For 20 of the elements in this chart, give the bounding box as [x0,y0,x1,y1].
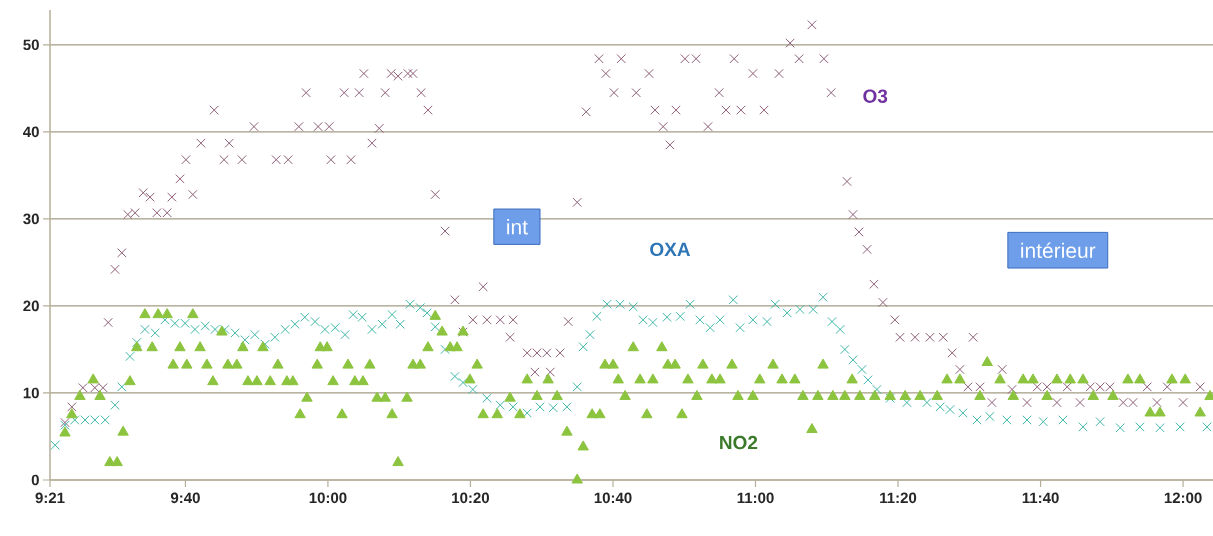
x-tick-label: 10:00 [309,492,347,504]
y-tick-label: 10 [23,387,39,399]
y-tick-label: 40 [23,126,39,138]
y-tick-label: 30 [23,213,39,225]
x-tick-label: 9:21 [35,492,65,504]
series-label: NO2 [720,435,758,450]
x-tick-label: 9:40 [170,492,200,504]
text: OXA [650,242,691,257]
x-tick-label: 10:20 [452,492,489,504]
y-tick-label: 50 [23,39,39,51]
x-tick-label: 10:40 [594,492,632,504]
x-tick-label: 11:40 [1022,492,1059,504]
x-tick-label: 11:00 [737,492,774,504]
annotation: intérieur [1021,242,1096,259]
x-tick-label: 11:20 [880,492,917,504]
series-label: O3 [863,89,888,103]
x-tick-label: 12:00 [1164,492,1202,504]
y-tick-label: 0 [31,474,39,486]
annotation: int [507,219,528,235]
y-tick-label: 20 [23,300,39,312]
